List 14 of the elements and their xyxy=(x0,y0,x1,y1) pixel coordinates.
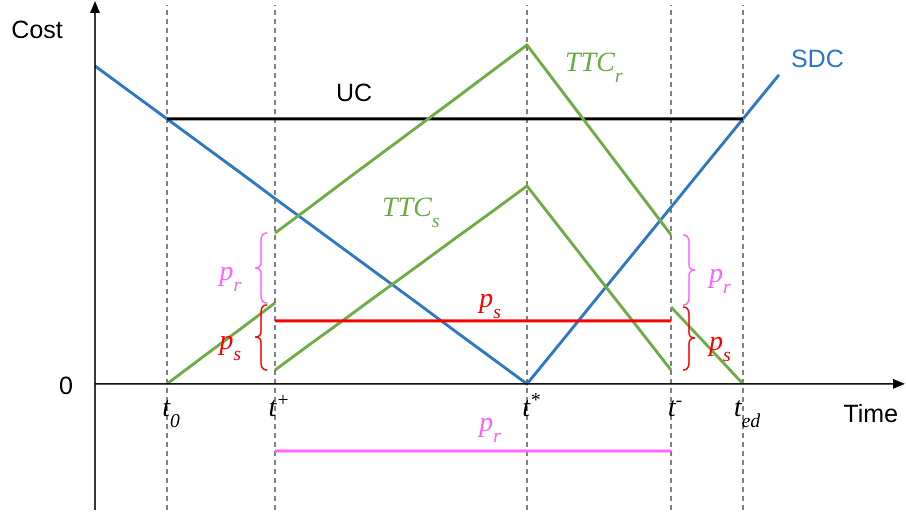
series-label: p$_{s}$ xyxy=(477,282,502,322)
annotation: p$_{r}$ xyxy=(707,258,731,298)
series-label: SDC xyxy=(791,44,844,73)
y-axis-title: Cost xyxy=(11,16,63,44)
x-tick-label: t$_{ed}$ xyxy=(734,392,760,432)
series-label: TTC$_{s}$ xyxy=(382,192,440,232)
x-tick-label: t$^{+}$ xyxy=(268,389,290,423)
series-label: TTC$_{r}$ xyxy=(565,46,623,86)
series-label: p$_{r}$ xyxy=(477,407,502,447)
annotation: p$_{s}$ xyxy=(707,326,731,366)
text: 0 xyxy=(59,372,73,400)
series-label: UC xyxy=(336,78,372,107)
annotation: p$_{r}$ xyxy=(217,256,242,296)
x-axis-title: Time xyxy=(843,400,898,428)
